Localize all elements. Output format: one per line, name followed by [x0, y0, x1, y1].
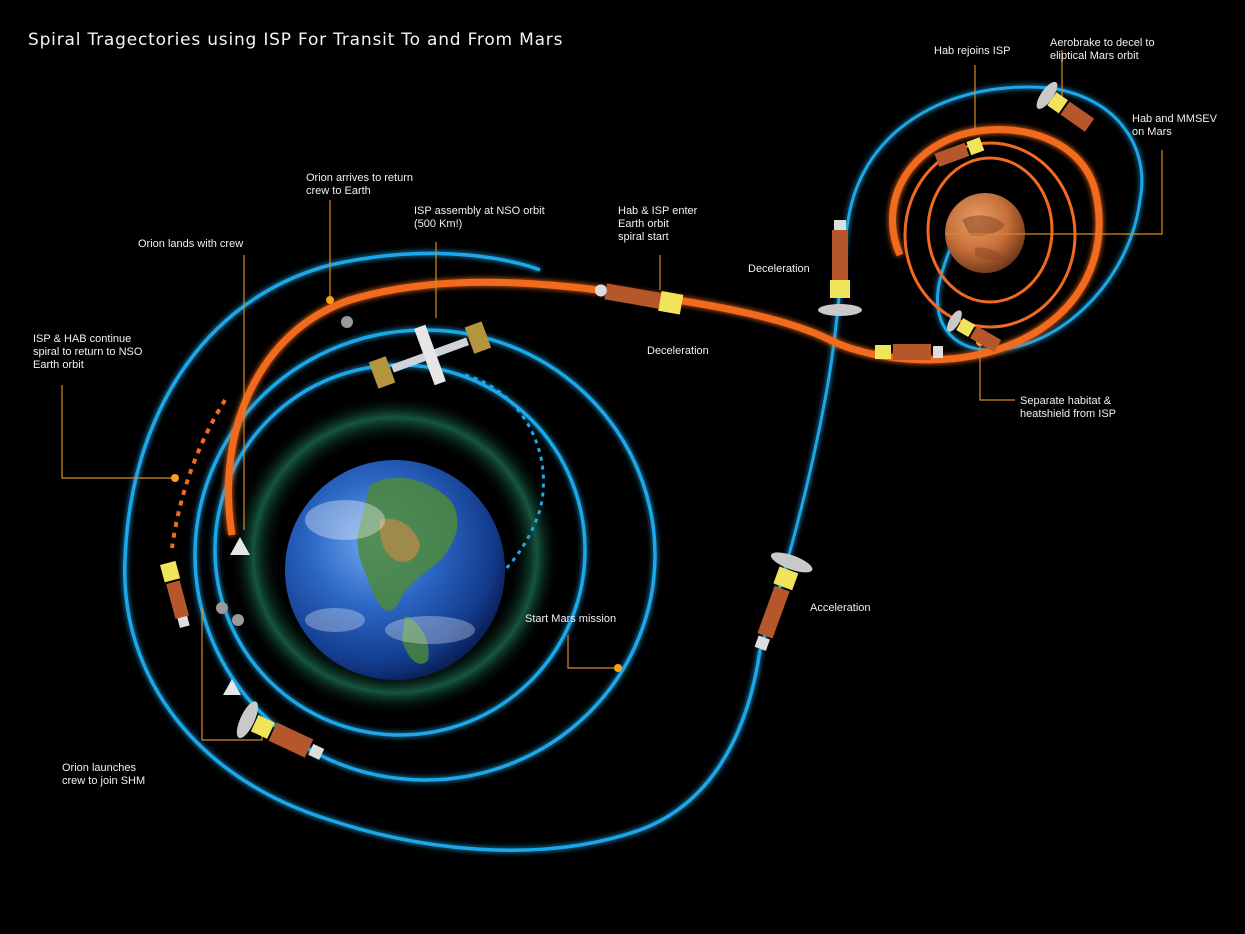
label-isp-assembly: ISP assembly at NSO orbit (500 Km!) [414, 205, 545, 231]
earth-orbit-outer-bottom [329, 649, 762, 852]
label-line: ISP assembly at NSO orbit [414, 205, 545, 217]
mars-orbit-inner [926, 156, 1054, 304]
mars-arrival-craft-icon [875, 344, 943, 360]
label-line: (500 Km!) [414, 218, 463, 230]
label-isp-hab-continue: ISP & HAB continue spiral to return to N… [33, 333, 142, 372]
aerobrake-craft-icon [1036, 81, 1095, 132]
label-line: on Mars [1132, 126, 1172, 138]
hab-isp-craft-icon [594, 283, 684, 315]
leader-start-mars [567, 635, 618, 669]
mars-globe [945, 193, 1025, 273]
label-line: Hab & ISP enter [618, 205, 698, 217]
marker-start-mars [614, 664, 622, 672]
label-line: crew to join SHM [62, 775, 146, 787]
label-hab-rejoins: Hab rejoins ISP [934, 45, 1010, 58]
marker-orion-arrives [326, 296, 334, 304]
hab-rejoin-craft-icon [934, 137, 985, 167]
label-line: Start Mars mission [525, 613, 617, 625]
isp-assembly-station-icon [368, 321, 492, 389]
label-orion-arrives: Orion arrives to return crew to Earth [306, 172, 413, 198]
marker-isp-hab-continue [171, 474, 179, 482]
diagram-title: Spiral Tragectories using ISP For Transi… [28, 30, 564, 50]
label-start-mars: Start Mars mission [525, 613, 616, 626]
label-line: Orion launches [62, 762, 136, 774]
leader-lines [61, 50, 1163, 741]
label-line: Orion arrives to return [306, 172, 413, 184]
label-line: Orion lands with crew [138, 238, 244, 250]
return-craft-icon [160, 560, 190, 628]
label-orion-lands: Orion lands with crew [138, 238, 243, 251]
label-aerobrake: Aerobrake to decel to eliptical Mars orb… [1050, 37, 1155, 63]
orion-capsule-2-icon [223, 679, 241, 695]
label-line: Earth orbit [618, 218, 669, 230]
return-spiral [225, 126, 1103, 536]
orion-capsule-icon [230, 537, 250, 555]
mars-orbit-outer [903, 141, 1077, 329]
mars-orbits [903, 141, 1077, 329]
label-line: Acceleration [810, 602, 871, 614]
leader-isp-hab-continue [61, 385, 175, 479]
label-hab-isp-enter: Hab & ISP enter Earth orbit spiral start [618, 205, 697, 244]
earth-orbit-outer-left [123, 251, 541, 822]
acceleration-craft-icon [754, 552, 813, 651]
label-line: Aerobrake to decel to [1050, 37, 1155, 49]
label-line: spiral start [618, 231, 669, 243]
label-separate-habitat: Separate habitat & heatshield from ISP [1020, 395, 1116, 421]
separate-habitat-craft-icon [947, 310, 1002, 353]
spacecraft-group [160, 81, 1095, 760]
label-hab-mmsev: Hab and MMSEV on Mars [1132, 113, 1217, 139]
label-deceleration-upper: Deceleration [748, 263, 810, 276]
label-line: ISP & HAB continue [33, 333, 132, 345]
label-line: crew to Earth [306, 185, 371, 197]
decel-craft-icon [818, 220, 862, 316]
launch-craft-icon [236, 701, 325, 760]
label-acceleration: Acceleration [810, 602, 871, 615]
label-line: Deceleration [647, 345, 709, 357]
label-line: Hab and MMSEV [1132, 113, 1217, 125]
label-line: Earth orbit [33, 359, 84, 371]
earth-globe [285, 460, 505, 680]
label-line: Hab rejoins ISP [934, 45, 1011, 57]
leader-hab-mmsev [945, 150, 1163, 235]
label-line: Deceleration [748, 263, 810, 275]
label-orion-launches: Orion launches crew to join SHM [62, 762, 145, 788]
leader-separate-habitat [979, 342, 1015, 401]
label-line: heatshield from ISP [1020, 408, 1116, 420]
label-deceleration-mid: Deceleration [647, 345, 709, 358]
orion-arrival-capsules-icon [216, 316, 353, 626]
label-line: spiral to return to NSO [33, 346, 143, 358]
label-line: eliptical Mars orbit [1050, 50, 1139, 62]
departure-spiral [758, 85, 1144, 651]
label-line: Separate habitat & [1020, 395, 1112, 407]
